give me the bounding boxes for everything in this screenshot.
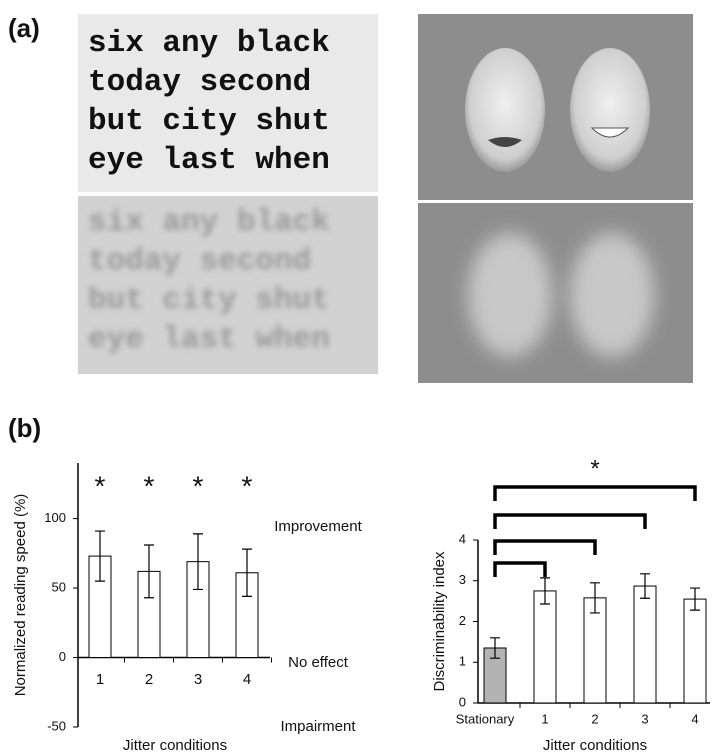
y-tick-label: -50 xyxy=(47,718,66,733)
mouth xyxy=(590,127,630,138)
significance-marker: * xyxy=(144,470,155,501)
x-tick-label: Stationary xyxy=(456,711,515,726)
bar xyxy=(533,590,557,704)
face xyxy=(570,233,654,357)
face xyxy=(465,48,545,172)
comparison-brackets xyxy=(493,485,697,577)
error-bar xyxy=(193,533,203,591)
error-bar xyxy=(590,582,600,614)
annotation: Improvement xyxy=(274,518,362,535)
bar xyxy=(583,597,607,704)
x-tick-label: 2 xyxy=(591,711,598,726)
face-image xyxy=(418,14,693,200)
error-bar xyxy=(690,587,700,611)
x-axis-label: Jitter conditions xyxy=(123,737,227,754)
error-bar xyxy=(242,548,252,597)
bar xyxy=(633,585,657,704)
y-tick-label: 100 xyxy=(44,510,66,525)
y-axis-label: Discriminability index xyxy=(431,551,448,692)
x-axis-label: Jitter conditions xyxy=(543,737,647,754)
y-axis-label: Normalized reading speed (%) xyxy=(12,494,29,697)
y-tick-label: 0 xyxy=(59,649,66,664)
y-tick-label: 3 xyxy=(459,572,466,587)
error-bar xyxy=(640,573,650,599)
significance-marker: * xyxy=(242,470,253,501)
error-bar xyxy=(490,637,500,659)
x-tick-label: 1 xyxy=(541,711,548,726)
y-tick-label: 50 xyxy=(52,579,66,594)
error-bar xyxy=(95,530,105,582)
y-tick-label: 0 xyxy=(459,694,466,709)
x-tick-label: 4 xyxy=(691,711,698,726)
error-bar xyxy=(144,544,154,599)
mouth xyxy=(488,137,522,147)
blurred-word-line: today second xyxy=(88,244,311,279)
panel-label: (a) xyxy=(8,13,40,43)
y-tick-label: 4 xyxy=(459,531,466,546)
x-tick-label: 3 xyxy=(194,671,202,688)
word-line: today second xyxy=(88,65,311,100)
word-line: but city shut xyxy=(88,104,330,139)
error-bar xyxy=(540,577,550,605)
panel-label: (b) xyxy=(8,413,41,443)
x-tick-label: 2 xyxy=(145,671,153,688)
blurred-word-line: six any black xyxy=(88,205,330,240)
x-tick-label: 4 xyxy=(243,671,251,688)
annotation: Impairment xyxy=(280,718,356,735)
y-tick-label: 1 xyxy=(459,654,466,669)
blurred-word-line: but city shut xyxy=(88,283,330,318)
blurred-text-box xyxy=(78,196,378,374)
word-line: six any black xyxy=(88,26,330,61)
bar xyxy=(683,598,707,704)
significance-marker: * xyxy=(193,470,204,501)
word-line: eye last when xyxy=(88,143,330,178)
significance-marker: * xyxy=(95,470,106,501)
sharp-text-box xyxy=(78,14,378,192)
face xyxy=(468,233,552,357)
x-tick-label: 1 xyxy=(96,671,104,688)
x-tick-label: 3 xyxy=(641,711,648,726)
annotation: No effect xyxy=(288,654,349,671)
y-tick-label: 2 xyxy=(459,613,466,628)
blurred-word-line: eye last when xyxy=(88,322,330,357)
face xyxy=(570,48,650,172)
significance-marker: * xyxy=(590,455,599,482)
